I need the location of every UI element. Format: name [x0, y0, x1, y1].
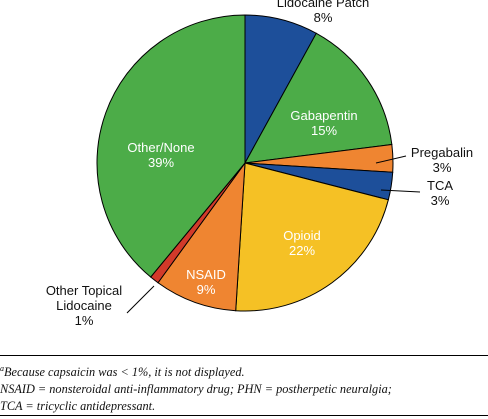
- slice-name: Other/None: [127, 140, 194, 155]
- slice-name: Gabapentin: [290, 108, 357, 123]
- slice-label: Gabapentin 15%: [290, 108, 357, 138]
- pie-slice-opioid: [235, 162, 389, 312]
- slice-percent: 8%: [314, 10, 333, 25]
- pie-slice-gabapentin: [244, 32, 393, 164]
- slice-name: TCA: [427, 178, 453, 193]
- leader-line: [126, 285, 155, 314]
- slice-label: Other/None 39%: [127, 140, 194, 170]
- pie-slices: [96, 14, 394, 312]
- footnote-marker: a: [0, 364, 4, 373]
- slice-percent: 22%: [289, 243, 315, 258]
- footnote-line-3: TCA = tricyclic antidepressant.: [0, 399, 156, 414]
- slice-name: Pregabalin: [411, 145, 473, 160]
- slice-label: Opioid 22%: [283, 228, 321, 258]
- slice-name: Other Topical: [46, 283, 122, 298]
- slice-name: Opioid: [283, 228, 321, 243]
- slice-labels: Lidocaine Patch 8% Gabapentin 15% Pregabalin…: [46, 0, 473, 328]
- leader-lines: [126, 155, 421, 314]
- slice-label: NSAID 9%: [186, 267, 226, 297]
- leader-line: [380, 189, 421, 193]
- pie-slice-nsaid: [157, 161, 246, 312]
- footnote-line-2: NSAID = nonsteroidal anti-inflammatory d…: [0, 382, 392, 397]
- pie-chart: Lidocaine Patch 8% Gabapentin 15% Pregabalin…: [46, 0, 473, 328]
- slice-percent: 39%: [148, 155, 174, 170]
- slice-name: NSAID: [186, 267, 226, 282]
- pie-slice-other-none: [96, 14, 246, 278]
- slice-name: Lidocaine: [56, 298, 112, 313]
- footnote: aBecause capsaicin was < 1%, it is not d…: [0, 355, 488, 416]
- slice-label: Pregabalin 3%: [411, 145, 473, 175]
- slice-percent: 15%: [311, 123, 337, 138]
- footnote-line-1: aBecause capsaicin was < 1%, it is not d…: [0, 360, 488, 381]
- slice-percent: 3%: [431, 193, 450, 208]
- slice-label: Lidocaine Patch 8%: [277, 0, 370, 25]
- slice-percent: 1%: [75, 313, 94, 328]
- slice-percent: 9%: [197, 282, 216, 297]
- slice-label: TCA 3%: [427, 178, 453, 208]
- leader-line: [375, 155, 407, 164]
- slice-name: Lidocaine Patch: [277, 0, 370, 10]
- slice-label: Other Topical Lidocaine 1%: [46, 283, 122, 328]
- slice-percent: 3%: [433, 160, 452, 175]
- footnote-text-1: Because capsaicin was < 1%, it is not di…: [4, 365, 245, 380]
